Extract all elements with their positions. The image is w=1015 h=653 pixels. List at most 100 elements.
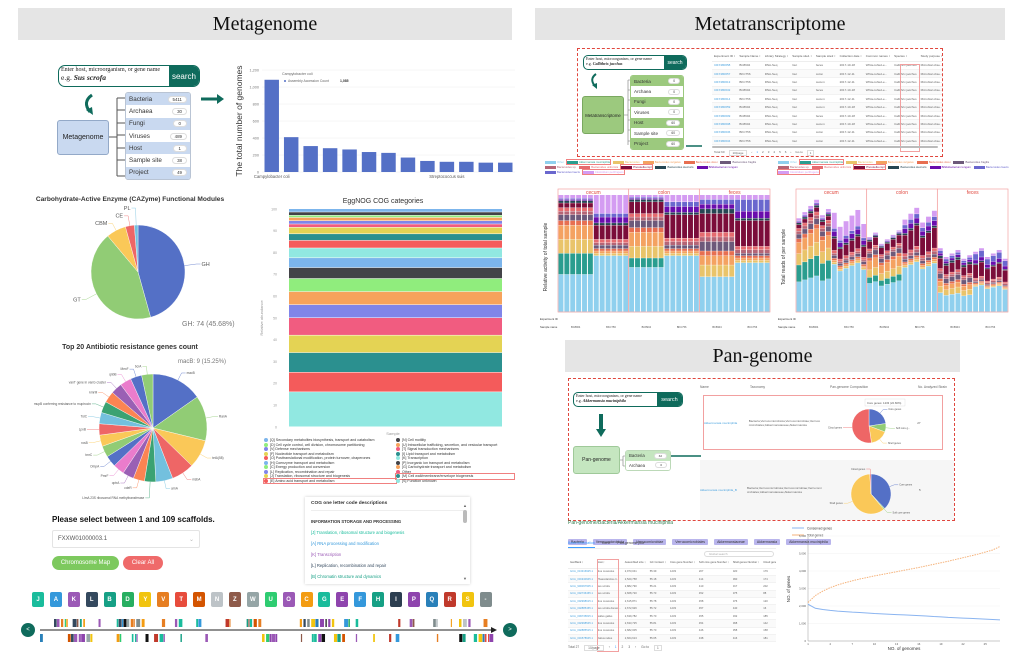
category-row[interactable]: Archaea 30	[126, 105, 190, 118]
taxonomy-chip[interactable]: Verrucomicrobiota	[592, 539, 628, 545]
table-cell[interactable]: GCA_001940945.1	[570, 577, 594, 581]
cog-letter-button[interactable]: N	[211, 592, 223, 607]
page-number[interactable]: 1	[614, 645, 617, 649]
cog-letter-button[interactable]: O	[282, 592, 295, 607]
taxonomy-chip[interactable]: Verrucomicrobiales	[672, 539, 709, 545]
horizontal-scrollbar[interactable]	[712, 146, 938, 148]
cog-letter-button[interactable]: -	[479, 592, 492, 607]
cog-description-panel[interactable]: COG one letter code descriptions INFORMA…	[305, 497, 470, 584]
goto-input[interactable]: 1	[653, 645, 662, 651]
cog-letter-button[interactable]: I	[390, 592, 402, 607]
table-cell[interactable]: CRX380657	[714, 71, 731, 76]
scaffold-select[interactable]: FXXW01000003.1 ⌄	[52, 530, 200, 548]
pangenome-node[interactable]: Pan-genome	[573, 446, 620, 474]
cog-letter-button[interactable]: D	[121, 592, 134, 607]
table-cell[interactable]: CRX380636	[714, 130, 731, 135]
page-number[interactable]: 2	[621, 645, 624, 649]
page-number[interactable]: 2	[762, 150, 764, 154]
metatranscriptome-node[interactable]: Metatranscriptome	[582, 96, 624, 134]
cog-description-item[interactable]: [J] Translation, ribosomal structure and…	[311, 530, 405, 535]
category-row[interactable]: Viruses 489	[126, 129, 190, 143]
cog-letter-button[interactable]: H	[372, 592, 385, 607]
pangenome-search-box[interactable]: Enter host, microorganism, or gene name e…	[573, 392, 683, 407]
cog-letter-button[interactable]: S	[461, 592, 474, 607]
table-cell[interactable]: GCA_002885465.1	[570, 607, 594, 611]
page-number[interactable]: 6	[784, 150, 787, 154]
category-row[interactable]: Viruses 0	[631, 107, 683, 118]
metagenome-search-box[interactable]: Enter host, microorganism, or gene name …	[58, 65, 200, 87]
cog-letter-button[interactable]: E	[336, 592, 349, 607]
table-cell[interactable]: GCA_001578645.1	[570, 636, 594, 640]
category-row[interactable]: Archaea 0	[631, 86, 683, 97]
table-cell[interactable]: CRX380608	[714, 121, 731, 126]
cog-letter-button[interactable]: M	[193, 592, 206, 607]
cog-letter-button[interactable]: J	[32, 592, 44, 607]
table-cell[interactable]: GCA_002736465.1	[570, 592, 594, 596]
category-row[interactable]: Sample site 60	[631, 127, 683, 139]
metatranscriptome-search-box[interactable]: Enter host, microorganism, or gene name e…	[583, 55, 687, 70]
page-number[interactable]: 4	[773, 150, 776, 154]
tab[interactable]: Gene	[601, 541, 611, 545]
table-cell[interactable]: CRX380658	[714, 63, 731, 68]
cog-letter-button[interactable]: P	[407, 592, 420, 607]
taxonomy-chip[interactable]: Verrucomicrobiae	[633, 539, 667, 545]
table-cell[interactable]: CRX380634	[714, 138, 731, 143]
cog-letter-button[interactable]: R	[443, 592, 456, 607]
table-cell[interactable]: CRX380613	[714, 79, 731, 84]
cog-letter-button[interactable]: A	[49, 592, 62, 607]
cog-letter-button[interactable]: C	[300, 592, 313, 607]
prev-page-icon[interactable]: ‹	[751, 150, 753, 154]
category-row[interactable]: Project 60	[631, 138, 683, 149]
search-button[interactable]: search	[657, 393, 682, 406]
cog-description-item[interactable]: [L] Replication, recombination and repai…	[311, 563, 387, 568]
category-row[interactable]: Archaea 0	[626, 460, 670, 470]
table-cell[interactable]: CRX380659	[714, 105, 731, 110]
tab[interactable]: Basic information	[568, 541, 595, 548]
cog-letter-button[interactable]: Q	[425, 592, 438, 607]
table-cell[interactable]: GCA_900097905.1	[570, 584, 594, 588]
taxonomy-chip[interactable]: Bacteria	[568, 539, 587, 545]
category-row[interactable]: Host 1	[126, 142, 190, 155]
table-cell[interactable]: GCA_002998545.1	[570, 621, 594, 625]
next-page-icon[interactable]: ›	[635, 645, 637, 649]
category-row[interactable]: Host 60	[631, 117, 683, 128]
metagenome-node[interactable]: Metagenome	[57, 120, 109, 155]
search-button[interactable]: search	[169, 66, 199, 86]
cog-letter-button[interactable]: Z	[228, 592, 241, 607]
clear-all-button[interactable]: Clear All	[123, 556, 163, 570]
next-page-icon[interactable]: ›	[790, 150, 792, 154]
page-size-select[interactable]: 10/page	[728, 150, 748, 156]
category-row[interactable]: Project 49	[126, 166, 190, 180]
page-number[interactable]: 1	[756, 150, 759, 154]
search-button[interactable]: search	[664, 56, 686, 69]
cog-letter-button[interactable]: K	[67, 592, 80, 607]
cog-letter-button[interactable]: G	[318, 592, 331, 607]
search-input[interactable]: Enter host, microorganism, or gene name …	[59, 66, 169, 86]
track-next-button[interactable]: >	[503, 623, 517, 637]
page-number[interactable]: 5	[779, 150, 781, 154]
species-link[interactable]: Akkermansia muciniphila	[704, 420, 738, 425]
species-link[interactable]: Akkermansia muciniphila_B	[700, 488, 737, 492]
table-cell[interactable]: CRX380632	[714, 88, 731, 93]
page-size-select[interactable]: 10/page	[584, 645, 604, 651]
table-cell[interactable]: CRX380609	[714, 113, 731, 118]
category-row[interactable]: Sample site 38	[126, 154, 190, 167]
category-row[interactable]: Fungi 0	[631, 96, 683, 108]
taxonomy-chip[interactable]: Akkermansia muciniphila	[786, 539, 831, 545]
table-cell[interactable]: GCA_009735815.1	[570, 614, 594, 618]
cog-letter-button[interactable]: T	[175, 592, 188, 607]
search-input[interactable]: Enter host, microorganism, or gene name e…	[574, 393, 657, 406]
category-row[interactable]: Bacteria 32	[626, 451, 670, 461]
taxonomy-chip[interactable]: Akkermansia	[753, 539, 781, 545]
chromosome-map-button[interactable]: Chromosome Map	[52, 556, 119, 570]
tab[interactable]: Pan-genome plot	[617, 541, 645, 545]
search-input[interactable]: Enter host, microorganism, or gene name e…	[584, 56, 664, 69]
category-row[interactable]: Bacteria 0	[631, 76, 683, 87]
table-cell[interactable]: GCA_002998615.1	[570, 599, 594, 603]
table-cell[interactable]: CRX380614	[714, 96, 731, 101]
category-row[interactable]: Fungi 0	[126, 117, 190, 130]
chromosome-map-track[interactable]	[38, 615, 500, 649]
page-number[interactable]: 3	[628, 645, 631, 649]
